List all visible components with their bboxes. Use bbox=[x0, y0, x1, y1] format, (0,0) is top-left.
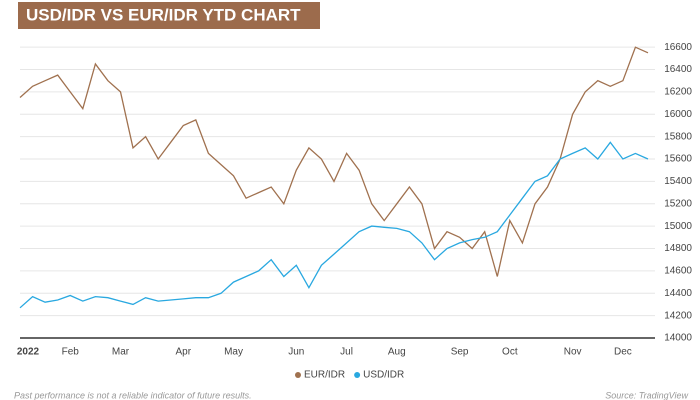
legend-label: EUR/IDR bbox=[304, 370, 345, 381]
x-tick-label: May bbox=[224, 347, 243, 358]
legend-label: USD/IDR bbox=[363, 370, 404, 381]
source: Source: TradingView bbox=[605, 390, 688, 400]
y-tick-label: 15800 bbox=[664, 131, 692, 142]
legend-marker bbox=[295, 372, 301, 378]
x-tick-label: Aug bbox=[388, 347, 406, 358]
line-series bbox=[19, 46, 649, 277]
y-tick-label: 16400 bbox=[664, 64, 692, 75]
x-tick-label: Jun bbox=[288, 347, 304, 358]
x-tick-label: Dec bbox=[614, 347, 632, 358]
y-tick-label: 15000 bbox=[664, 221, 692, 232]
y-tick-label: 15400 bbox=[664, 176, 692, 187]
x-tick-label: Mar bbox=[112, 347, 130, 358]
legend-marker bbox=[354, 372, 361, 378]
note: Past performance is not a reliable indic… bbox=[14, 390, 252, 400]
y-tick-label: 15200 bbox=[664, 198, 692, 209]
title-box bbox=[18, 2, 320, 29]
x-tick-label: 2022 bbox=[17, 347, 40, 358]
y-tick-label: 15600 bbox=[664, 154, 692, 165]
y-tick-label: 14000 bbox=[664, 333, 692, 344]
x-tick-label: Oct bbox=[502, 347, 518, 358]
y-tick-label: 14400 bbox=[664, 288, 692, 299]
y-tick-label: 14800 bbox=[664, 243, 692, 254]
x-tick-label: Jul bbox=[340, 347, 353, 358]
chart-title: USD/IDR VS EUR/IDR YTD CHART bbox=[26, 5, 301, 24]
y-tick-label: 16000 bbox=[664, 109, 692, 120]
y-tick-label: 14200 bbox=[664, 310, 692, 321]
y-tick-label: 16200 bbox=[664, 87, 692, 98]
x-tick-label: Nov bbox=[564, 347, 582, 358]
line-series bbox=[19, 141, 649, 309]
x-tick-label: Feb bbox=[62, 347, 80, 358]
y-tick-label: 14600 bbox=[664, 266, 692, 277]
x-tick-label: Sep bbox=[451, 347, 469, 358]
y-tick-label: 16600 bbox=[664, 42, 692, 53]
x-tick-label: Apr bbox=[175, 347, 191, 358]
